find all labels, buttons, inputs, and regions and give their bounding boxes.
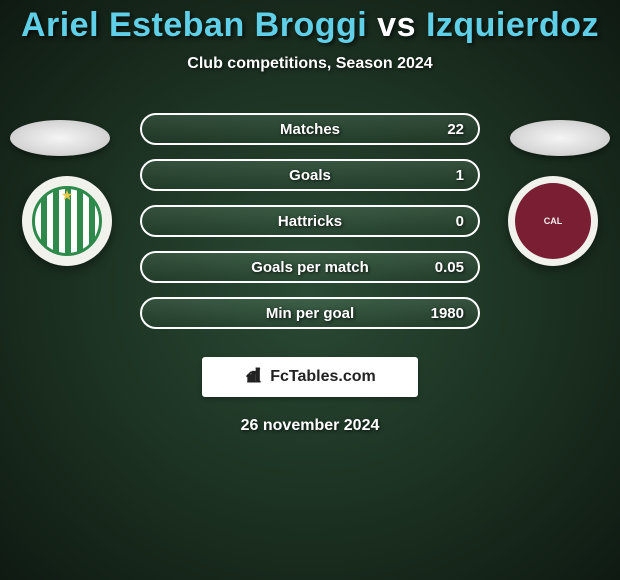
stat-row-goals-per-match: Goals per match 0.05 [140,251,480,283]
star-icon: ★ [61,187,74,204]
player1-photo-placeholder [10,120,110,156]
club-badge-left: ★ [22,176,112,266]
stat-label: Matches [280,121,340,138]
bar-chart-icon [244,365,264,390]
vs-text: vs [377,6,416,44]
player2-photo-placeholder [510,120,610,156]
stat-label: Goals [289,167,331,184]
player1-name: Ariel Esteban Broggi [21,6,367,44]
lanus-shield-icon: CAL [515,183,591,259]
stat-value: 1980 [431,305,464,322]
lanus-badge-text: CAL [544,216,563,226]
stat-label: Hattricks [278,213,342,230]
stat-row-min-per-goal: Min per goal 1980 [140,297,480,329]
stat-label: Min per goal [266,305,354,322]
stat-value: 1 [456,167,464,184]
stat-label: Goals per match [251,259,369,276]
stat-row-hattricks: Hattricks 0 [140,205,480,237]
stat-value: 22 [447,121,464,138]
page-title: Ariel Esteban Broggi vs Izquierdoz [0,0,620,45]
date-text: 26 november 2024 [0,417,620,435]
stat-value: 0.05 [435,259,464,276]
club-badge-right: CAL [508,176,598,266]
banfield-shield-icon: ★ [32,186,102,256]
player2-name: Izquierdoz [426,6,599,44]
subtitle: Club competitions, Season 2024 [0,55,620,73]
brand-badge: FcTables.com [202,357,418,397]
brand-text: FcTables.com [270,368,376,386]
stat-row-matches: Matches 22 [140,113,480,145]
stat-value: 0 [456,213,464,230]
stat-row-goals: Goals 1 [140,159,480,191]
comparison-card: Ariel Esteban Broggi vs Izquierdoz Club … [0,0,620,580]
